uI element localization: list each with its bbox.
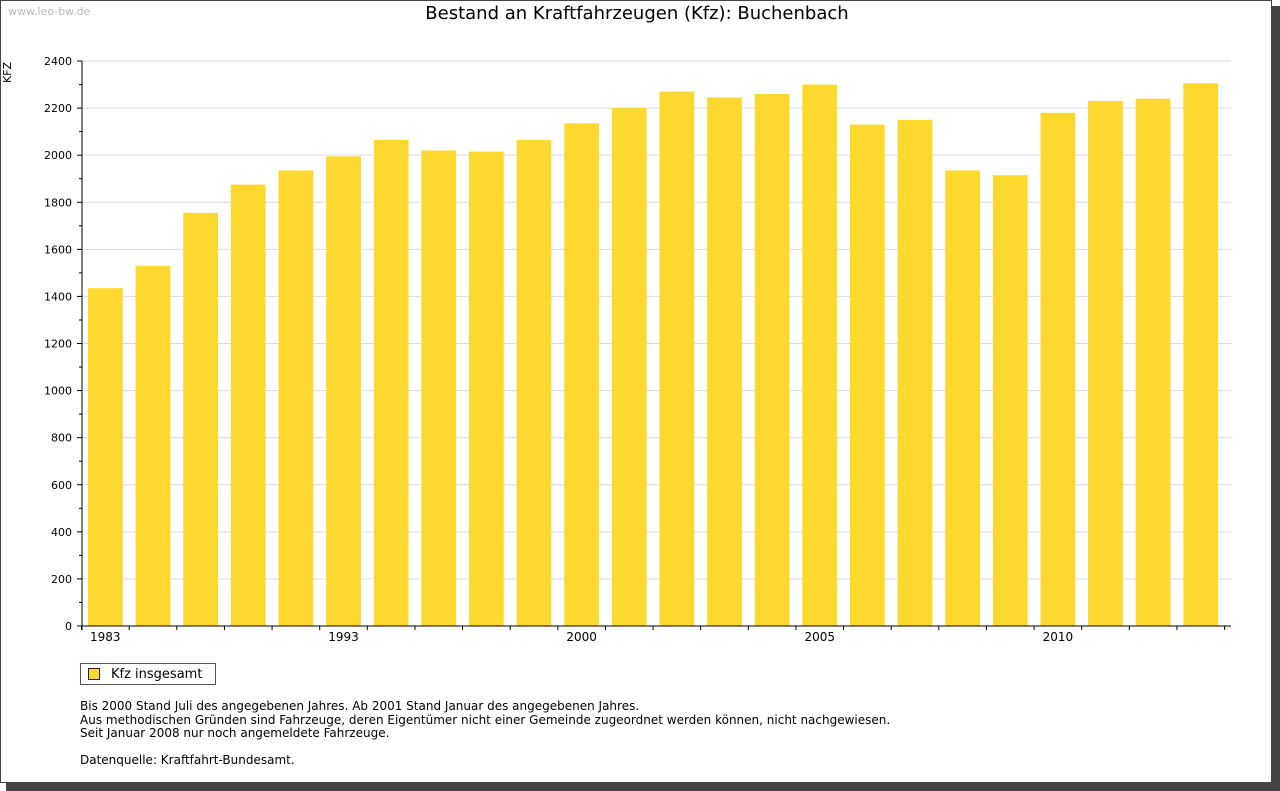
bar bbox=[659, 91, 695, 626]
frame-shadow-bottom bbox=[6, 783, 1280, 791]
legend-swatch bbox=[88, 668, 100, 680]
bar bbox=[754, 93, 790, 627]
y-tick-label: 600 bbox=[51, 479, 72, 492]
bar bbox=[1088, 101, 1123, 627]
bar bbox=[278, 170, 314, 626]
bar bbox=[707, 97, 742, 627]
y-tick-label: 1800 bbox=[44, 196, 72, 209]
y-tick-label: 1600 bbox=[44, 243, 72, 256]
bar bbox=[802, 84, 838, 626]
y-tick-label: 0 bbox=[65, 620, 72, 633]
data-source: Datenquelle: Kraftfahrt-Bundesamt. bbox=[80, 753, 295, 767]
x-tick-label: 2005 bbox=[804, 630, 835, 644]
y-tick-label: 400 bbox=[51, 526, 72, 539]
frame-shadow-right bbox=[1272, 6, 1280, 791]
y-tick-label: 800 bbox=[51, 432, 72, 445]
y-tick-label: 200 bbox=[51, 573, 72, 586]
chart-title: Bestand an Kraftfahrzeugen (Kfz): Buchen… bbox=[425, 3, 849, 24]
footnotes: Bis 2000 Stand Juli des angegebenen Jahr… bbox=[80, 699, 891, 741]
watermark: www.leo-bw.de bbox=[8, 5, 91, 18]
x-tick-label: 2010 bbox=[1043, 630, 1074, 644]
y-tick-label: 1000 bbox=[44, 385, 72, 398]
bar bbox=[373, 139, 409, 627]
y-tick-label: 2200 bbox=[44, 102, 72, 115]
footnote-1: Bis 2000 Stand Juli des angegebenen Jahr… bbox=[80, 699, 640, 713]
legend-label: Kfz insgesamt bbox=[111, 666, 203, 682]
bar bbox=[1040, 112, 1076, 626]
bar bbox=[183, 212, 219, 626]
bar bbox=[421, 150, 457, 627]
bar bbox=[611, 108, 647, 627]
bar bbox=[469, 151, 504, 626]
bar bbox=[516, 139, 552, 627]
bar bbox=[897, 119, 933, 627]
bar bbox=[135, 265, 171, 626]
y-tick-label: 1200 bbox=[44, 338, 72, 351]
bar bbox=[230, 184, 266, 626]
bar bbox=[1183, 83, 1219, 627]
y-tick-label: 1400 bbox=[44, 290, 72, 303]
bar bbox=[945, 170, 981, 626]
x-tick-label: 1983 bbox=[90, 630, 121, 644]
y-tick-label: 2400 bbox=[44, 55, 72, 68]
bar bbox=[326, 156, 361, 626]
bar bbox=[1135, 98, 1171, 626]
bar bbox=[850, 124, 885, 626]
y-tick-label: 2000 bbox=[44, 149, 72, 162]
bar bbox=[992, 175, 1028, 627]
x-tick-label: 1993 bbox=[328, 630, 359, 644]
legend: Kfz insgesamt bbox=[80, 663, 216, 685]
footnote-2: Aus methodischen Gründen sind Fahrzeuge,… bbox=[80, 712, 891, 727]
bar-chart: 0 200 400 600 800 1000 1200 1400 1600 1800 2000 220… bbox=[44, 55, 1231, 644]
bar bbox=[88, 288, 123, 626]
x-tick-label: 2000 bbox=[566, 630, 597, 644]
bar bbox=[564, 123, 600, 627]
footnote-3: Seit Januar 2008 nur noch angemeldete Fa… bbox=[80, 726, 390, 740]
